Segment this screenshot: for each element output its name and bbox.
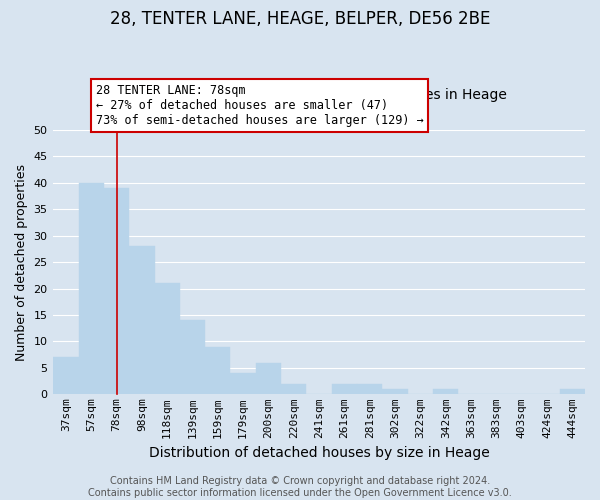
Bar (129, 246, 155, 394)
Bar (382, 389, 408, 394)
Bar (256, 362, 281, 394)
Bar (79, 183, 104, 394)
Bar (281, 384, 307, 394)
Bar (155, 284, 180, 395)
Y-axis label: Number of detached properties: Number of detached properties (15, 164, 28, 360)
Bar (433, 389, 458, 394)
X-axis label: Distribution of detached houses by size in Heage: Distribution of detached houses by size … (149, 446, 490, 460)
Text: 28, TENTER LANE, HEAGE, BELPER, DE56 2BE: 28, TENTER LANE, HEAGE, BELPER, DE56 2BE (110, 10, 490, 28)
Bar (104, 188, 129, 394)
Bar (180, 320, 205, 394)
Text: 28 TENTER LANE: 78sqm
← 27% of detached houses are smaller (47)
73% of semi-deta: 28 TENTER LANE: 78sqm ← 27% of detached … (96, 84, 424, 127)
Bar (560, 389, 585, 394)
Bar (357, 384, 382, 394)
Text: Contains HM Land Registry data © Crown copyright and database right 2024.
Contai: Contains HM Land Registry data © Crown c… (88, 476, 512, 498)
Bar (230, 373, 256, 394)
Title: Size of property relative to detached houses in Heage: Size of property relative to detached ho… (131, 88, 506, 102)
Bar (332, 384, 357, 394)
Bar (53, 358, 79, 395)
Bar (205, 347, 230, 395)
